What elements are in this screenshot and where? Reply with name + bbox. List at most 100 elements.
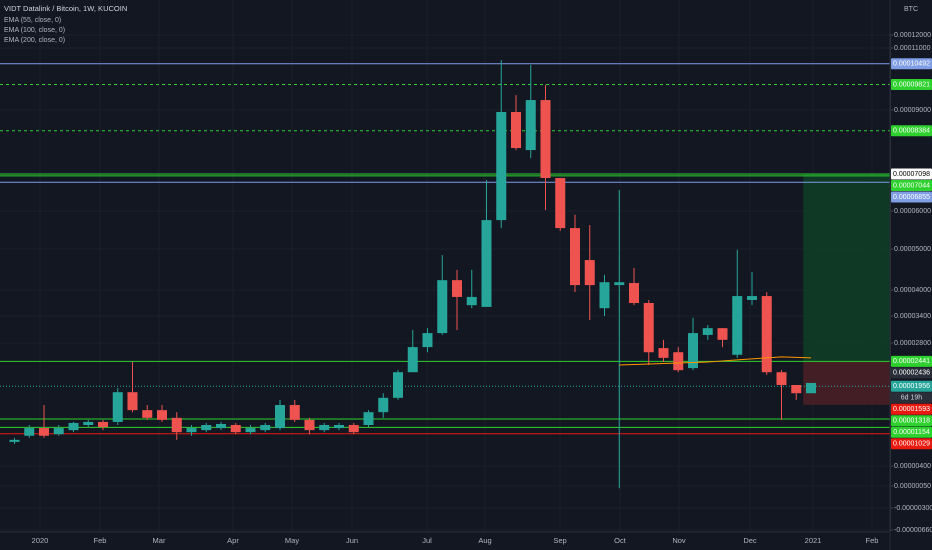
candle-body: [378, 397, 389, 413]
y-tick-label: 0.00011000: [894, 45, 931, 52]
candle-body: [702, 328, 713, 335]
price-level-label-bg: [891, 438, 932, 450]
price-level-label: 0.00001956: [893, 383, 930, 390]
price-level-label: 0.00006855: [893, 194, 930, 201]
candle-body: [747, 296, 757, 300]
price-level-label: 0.00002441: [893, 358, 930, 365]
candle-body: [142, 410, 153, 418]
price-level-label-bg: [891, 125, 932, 137]
y-tick-label: 0.00005000: [894, 246, 931, 253]
price-level-label: 0.00009821: [893, 81, 930, 88]
x-tick-label: May: [285, 536, 299, 545]
candle-body: [511, 112, 521, 149]
price-level-label-bg: [891, 426, 932, 438]
candle-body: [304, 419, 315, 431]
y-tick-label: 0.00000050: [894, 483, 931, 490]
price-axis: 0.00012000 0.00011000 0.00009000 0.00006000…: [890, 32, 932, 534]
candle-body: [452, 280, 462, 297]
candle-body: [658, 348, 669, 358]
price-level-label-bg: [891, 367, 932, 379]
y-tick-label: -0.00000300: [894, 505, 932, 512]
candle-body: [348, 425, 359, 433]
price-level-label-bg: [891, 415, 932, 427]
price-level-label-bg: [891, 180, 932, 192]
candle-body: [614, 282, 625, 286]
indicator-legend: EMA (100, close, 0): [4, 27, 65, 34]
price-level-label: 0.00001154: [893, 429, 930, 436]
indicator-legend: EMA (200, close, 0): [4, 37, 65, 44]
y-tick-label: 0.00002800: [894, 340, 931, 347]
candle-body: [53, 428, 64, 435]
candle-body: [157, 410, 167, 420]
countdown-bg: [891, 392, 932, 404]
y-tick-label: 0.00000400: [894, 463, 931, 470]
candle-body: [201, 425, 212, 431]
x-tick-label: Feb: [94, 536, 107, 545]
candle-body: [39, 428, 49, 436]
candle-body: [289, 405, 300, 420]
candle-body: [83, 421, 94, 425]
y-tick-label: 0.00006000: [894, 208, 931, 215]
candle-body: [127, 392, 138, 411]
candle-body: [112, 392, 123, 422]
candle-body: [673, 352, 684, 371]
x-tick-label: Feb: [866, 536, 879, 545]
x-tick-label: Oct: [614, 536, 627, 545]
bar-countdown: 6d 19h: [901, 395, 923, 402]
position-loss-zone: [803, 361, 890, 405]
price-level-label-bg: [891, 355, 932, 367]
x-tick-label: Jul: [422, 536, 432, 545]
x-tick-label: Aug: [478, 536, 491, 545]
price-level-label-bg: [891, 79, 932, 91]
price-level-label: 0.00008384: [893, 128, 930, 135]
candle-body: [496, 112, 507, 221]
candle-body: [422, 333, 433, 348]
candle-body: [245, 428, 256, 433]
price-level-label-bg: [891, 380, 932, 392]
price-level-label: 0.00001593: [893, 406, 930, 413]
price-level-label: 0.00010492: [893, 61, 930, 68]
indicator-legend: EMA (55, close, 0): [4, 17, 61, 24]
candle-body: [230, 425, 241, 433]
y-tick-label: 0.00004000: [894, 287, 931, 294]
candle-body: [334, 425, 344, 429]
candle-body: [466, 296, 477, 306]
candle-body: [216, 423, 226, 429]
ema-line: [619, 356, 812, 366]
candle-body: [717, 328, 728, 340]
candle-body: [98, 421, 108, 428]
candle-body: [584, 260, 595, 286]
candle-body: [319, 425, 330, 431]
candle-body: [9, 439, 20, 442]
candle-body: [437, 280, 448, 334]
candle-body: [68, 422, 79, 431]
price-level-label-bg: [891, 191, 932, 203]
y-tick-label: 0.00003400: [894, 313, 931, 320]
candle-body: [260, 425, 271, 431]
price-level-label: 0.00001318: [893, 418, 930, 425]
candle-body: [540, 100, 551, 179]
x-tick-label: Nov: [672, 536, 686, 545]
price-level-label-bg: [891, 403, 932, 415]
currency-label: BTC: [904, 6, 918, 13]
x-tick-label: Mar: [153, 536, 166, 545]
candle-body: [806, 382, 816, 394]
candle-body: [393, 372, 403, 398]
candle-body: [407, 347, 418, 373]
candle-body: [643, 303, 654, 353]
candle-body: [732, 296, 743, 355]
candle-body: [186, 428, 197, 433]
candle-body: [776, 372, 787, 386]
candle-body: [363, 412, 374, 425]
price-level-label-bg: [891, 58, 932, 70]
candle-body: [629, 283, 639, 303]
candle-body: [791, 385, 802, 394]
candle-body: [688, 333, 698, 369]
candle-body: [481, 220, 492, 307]
price-level-label: 0.00002436: [893, 370, 930, 377]
candle-body: [761, 296, 772, 373]
candle-body: [570, 228, 580, 286]
price-level-label-bg: [891, 168, 932, 180]
